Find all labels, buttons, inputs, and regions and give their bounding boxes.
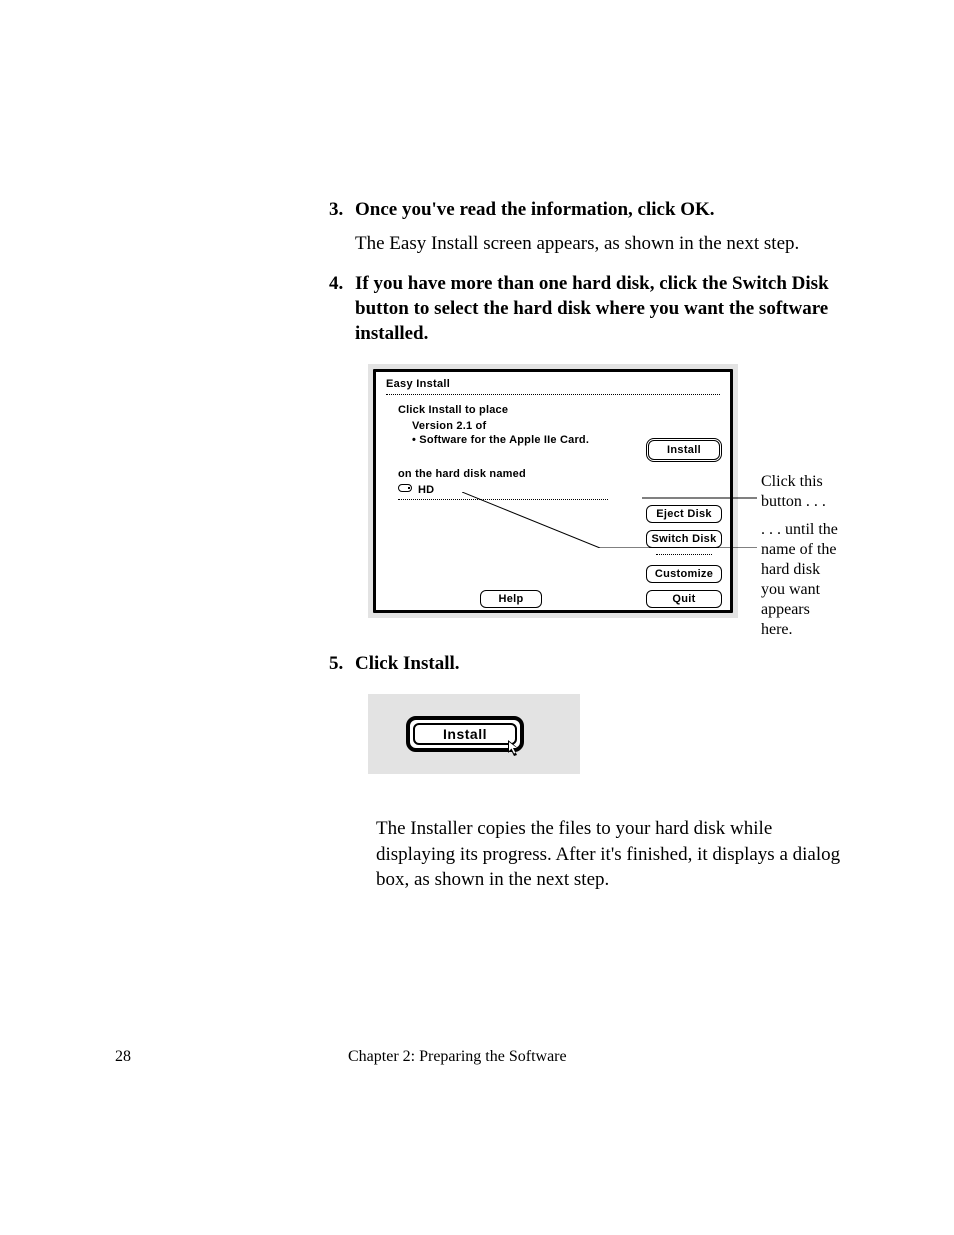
- quit-button[interactable]: Quit: [646, 590, 722, 608]
- step-3-heading: 3. Once you've read the information, cli…: [355, 198, 855, 223]
- install-button-label: Install: [413, 723, 517, 745]
- easy-install-dialog: Easy Install Click Install to place Vers…: [373, 369, 733, 613]
- step-4-heading: 4. If you have more than one hard disk, …: [355, 272, 855, 346]
- step-3: 3. Once you've read the information, cli…: [355, 198, 855, 256]
- step-number: 5.: [329, 652, 343, 677]
- callout-click-button: Click this button . . .: [761, 472, 841, 512]
- button-divider: [656, 554, 712, 555]
- manual-page: 3. Once you've read the information, cli…: [0, 0, 954, 1235]
- step-number: 4.: [329, 272, 343, 297]
- step-head-text: If you have more than one hard disk, cli…: [355, 273, 829, 343]
- step-5-body: The Installer copies the files to your h…: [376, 816, 846, 893]
- figure-install-button: Install: [368, 694, 580, 774]
- install-button[interactable]: Install: [646, 438, 722, 462]
- disk-name: HD: [418, 484, 434, 496]
- figure-easy-install: Easy Install Click Install to place Vers…: [368, 364, 738, 618]
- step-4: 4. If you have more than one hard disk, …: [355, 272, 855, 346]
- step-5-heading: 5. Click Install.: [355, 652, 855, 677]
- chapter-footer: Chapter 2: Preparing the Software: [348, 1048, 567, 1066]
- dialog-line2: Version 2.1 of: [412, 420, 486, 432]
- help-button[interactable]: Help: [480, 590, 542, 608]
- page-number: 28: [115, 1048, 131, 1066]
- customize-button[interactable]: Customize: [646, 565, 722, 583]
- callout-leader-line: [462, 492, 757, 548]
- dialog-title: Easy Install: [386, 378, 450, 390]
- step-head-text: Click Install.: [355, 653, 460, 674]
- dialog-line3: • Software for the Apple IIe Card.: [412, 434, 589, 446]
- cursor-icon: [508, 740, 526, 758]
- dialog-divider: [386, 394, 720, 395]
- step-5: 5. Click Install.: [355, 652, 855, 677]
- callout-until-name: . . . until the name of the hard disk yo…: [761, 520, 841, 640]
- body-content: 3. Once you've read the information, cli…: [355, 198, 855, 362]
- dialog-line4: on the hard disk named: [398, 468, 526, 480]
- dialog-line1: Click Install to place: [398, 404, 508, 416]
- hard-disk-icon: [398, 484, 412, 492]
- step-number: 3.: [329, 198, 343, 223]
- install-button-large[interactable]: Install: [406, 716, 524, 752]
- step-3-body: The Easy Install screen appears, as show…: [355, 231, 855, 257]
- step-head-text: Once you've read the information, click …: [355, 199, 715, 220]
